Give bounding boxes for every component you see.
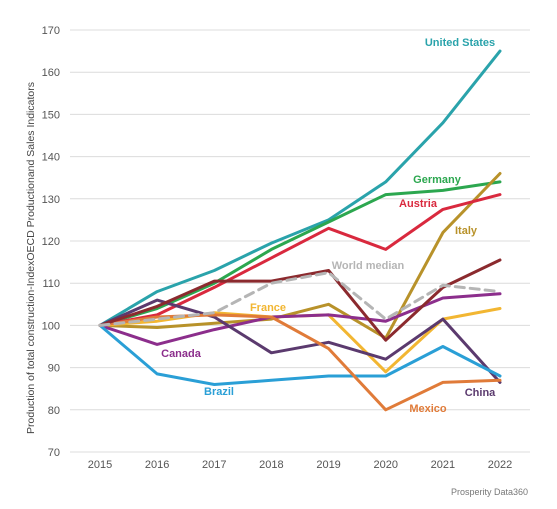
y-tick-label: 120 <box>42 236 60 248</box>
grid-layer <box>70 29 530 453</box>
y-axis-ticks: 70 80 90 100 110 120 130 140 150 160 170 <box>42 25 60 459</box>
series-line-united-states <box>98 49 502 327</box>
series-line-unlabeled <box>98 258 502 342</box>
y-tick-label: 100 <box>42 320 60 332</box>
y-axis-title: Production of total construction-IndexOE… <box>25 82 37 434</box>
series-label-world-median: World median <box>332 260 405 272</box>
series-label-brazil: Brazil <box>204 386 234 398</box>
series-line-canada <box>98 292 502 346</box>
series-layer <box>98 49 502 412</box>
x-tick-label: 2017 <box>202 459 226 471</box>
x-axis-ticks: 2015 2016 2017 2018 2019 2020 2021 2022 <box>88 459 512 471</box>
x-tick-label: 2022 <box>488 459 512 471</box>
series-label-germany: Germany <box>413 174 462 186</box>
y-tick-label: 110 <box>42 278 60 290</box>
series-line-brazil <box>98 323 502 386</box>
series-label-italy: Italy <box>455 225 478 237</box>
series-line-austria <box>98 193 502 327</box>
y-tick-label: 130 <box>42 194 60 206</box>
series-line-mexico <box>98 313 502 412</box>
y-tick-label: 70 <box>48 447 60 459</box>
x-tick-label: 2015 <box>88 459 112 471</box>
source-credit: Prosperity Data360 <box>451 487 528 497</box>
series-label-austria: Austria <box>399 198 438 210</box>
series-line-world-median <box>98 271 502 327</box>
series-label-layer: United States Germany Italy Austria World me… <box>161 37 496 415</box>
series-label-china: China <box>465 387 496 399</box>
x-tick-label: 2021 <box>431 459 455 471</box>
y-tick-label: 80 <box>48 405 60 417</box>
series-label-mexico: Mexico <box>409 403 447 415</box>
series-label-united-states: United States <box>425 37 495 49</box>
x-tick-label: 2016 <box>145 459 169 471</box>
y-tick-label: 160 <box>42 67 60 79</box>
x-tick-label: 2018 <box>259 459 283 471</box>
series-line-italy <box>98 172 502 340</box>
y-tick-label: 150 <box>42 109 60 121</box>
y-tick-label: 140 <box>42 152 60 164</box>
y-tick-label: 90 <box>48 363 60 375</box>
y-tick-label: 170 <box>42 25 60 37</box>
series-label-france: France <box>250 302 286 314</box>
series-label-canada: Canada <box>161 348 202 360</box>
x-tick-label: 2020 <box>373 459 397 471</box>
x-tick-label: 2019 <box>316 459 340 471</box>
